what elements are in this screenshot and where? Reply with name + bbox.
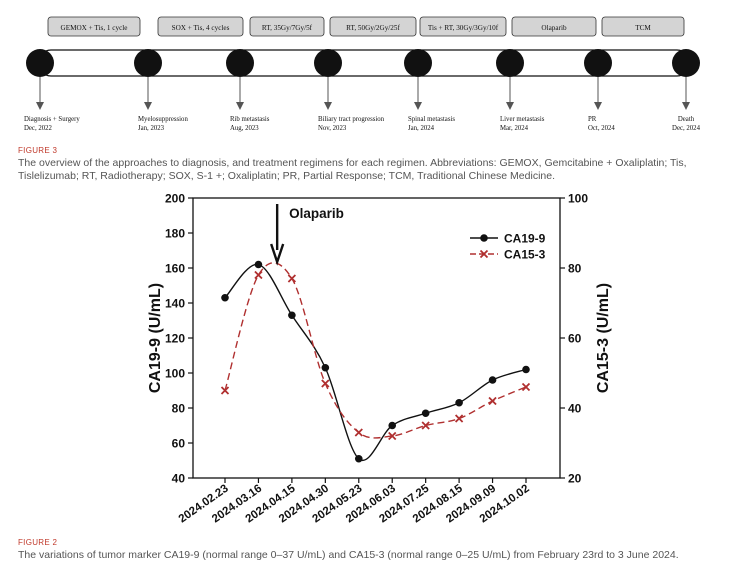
olaparib-arrowhead [270, 243, 285, 266]
regimen-label: RT, 50Gy/2Gy/25f [346, 24, 400, 32]
data-point-ca153 [388, 431, 397, 441]
event-title: Death [678, 116, 695, 123]
y-tick-label: 200 [165, 192, 185, 206]
y-tick-label: 40 [172, 472, 186, 486]
event-date: Nov, 2023 [318, 125, 347, 132]
legend-label-ca153: CA15-3 [504, 248, 546, 262]
y2-axis-title: CA15-3 (U/mL) [595, 283, 612, 393]
y-tick-label: 60 [172, 437, 186, 451]
data-point-ca153 [488, 396, 497, 406]
regimen-box [157, 16, 244, 37]
event-title: Spinal metastasis [408, 116, 455, 123]
regimen-box [329, 16, 417, 37]
regimen-box [419, 16, 507, 37]
event-date: Oct, 2024 [588, 125, 615, 132]
data-point-ca199 [221, 293, 229, 302]
legend-marker-ca199 [480, 234, 488, 242]
figure2-label: FIGURE 2 [18, 538, 58, 547]
event-date: Dec, 2022 [24, 125, 53, 132]
event-date: Dec, 2024 [672, 125, 701, 132]
data-point-ca199 [254, 260, 263, 269]
data-point-ca153 [521, 382, 531, 392]
y-tick-label: 160 [165, 262, 185, 276]
regimen-box [601, 16, 685, 37]
regimen-label: GEMOX + Tis, 1 cycle [61, 24, 128, 32]
regimen-label: RT, 35Gy/7Gy/5f [262, 24, 313, 32]
event-title: Diagnosis + Surgery [24, 116, 80, 123]
y-tick-label: 80 [172, 402, 186, 416]
timeline-node [314, 49, 342, 77]
legend-label-ca199: CA19-9 [504, 232, 546, 246]
regimen-label: Olaparib [541, 24, 567, 32]
data-point-ca199 [388, 421, 397, 430]
event-date: Aug, 2023 [230, 125, 259, 132]
event-date: Jan, 2023 [138, 125, 165, 132]
timeline-node [134, 49, 162, 77]
data-point-ca199 [288, 311, 296, 320]
event-date: Jan, 2024 [408, 125, 435, 132]
data-point-ca199 [455, 398, 463, 407]
timeline-node [584, 49, 612, 77]
regimen-label: SOX + Tis, 4 cycles [172, 24, 230, 32]
timeline-node [672, 49, 700, 77]
data-point-ca153 [454, 414, 464, 423]
data-point-ca199 [354, 454, 363, 463]
figure2-caption: The variations of tumor marker CA19-9 (n… [18, 549, 679, 561]
event-title: Rib metastasis [230, 116, 270, 123]
regimen-box [47, 16, 141, 37]
timeline-node [226, 49, 254, 77]
series-line-ca199 [224, 263, 527, 462]
event-date: Mar, 2024 [500, 125, 529, 132]
event-title: Biliary tract progression [318, 116, 385, 123]
regimen-label: TCM [635, 24, 651, 32]
data-point-ca153 [254, 270, 263, 280]
y2-tick-label: 80 [568, 262, 582, 276]
data-point-ca199 [488, 376, 497, 384]
tumor-marker-chart: 406080100120140160180200204060801002024.… [147, 192, 612, 526]
series-line-ca153 [224, 262, 527, 439]
y-axis-title: CA19-9 (U/mL) [147, 283, 164, 393]
timeline-node [496, 49, 524, 77]
figure3-label: FIGURE 3 [18, 146, 58, 155]
figure3-caption: The overview of the approaches to diagno… [18, 157, 687, 182]
data-point-ca153 [220, 386, 230, 395]
y2-tick-label: 60 [568, 332, 582, 346]
y2-tick-label: 100 [568, 192, 588, 206]
event-title: Myelosuppression [138, 116, 188, 123]
regimen-box [249, 16, 325, 37]
data-point-ca153 [354, 428, 363, 437]
treatment-timeline: GEMOX + Tis, 1 cycle SOX + Tis, 4 cycles R… [24, 16, 701, 132]
data-point-ca199 [522, 365, 530, 374]
data-point-ca153 [421, 421, 430, 430]
timeline-node [26, 49, 54, 77]
data-point-ca199 [321, 363, 330, 372]
regimen-box [511, 16, 597, 37]
event-title: Liver metastasis [500, 116, 545, 123]
y-tick-label: 120 [165, 332, 185, 346]
y-tick-label: 100 [165, 367, 185, 381]
data-point-ca153 [321, 379, 330, 388]
event-title: PR [588, 116, 597, 123]
legend-marker-ca153 [479, 249, 489, 259]
y2-tick-label: 20 [568, 472, 582, 486]
timeline-node [404, 49, 432, 77]
y-tick-label: 140 [165, 297, 185, 311]
regimen-label: Tis + RT, 30Gy/3Gy/10f [428, 24, 499, 32]
olaparib-annotation: Olaparib [289, 206, 344, 221]
y2-tick-label: 40 [568, 402, 582, 416]
y-tick-label: 180 [165, 227, 185, 241]
data-point-ca199 [421, 409, 430, 418]
data-point-ca153 [287, 274, 297, 283]
